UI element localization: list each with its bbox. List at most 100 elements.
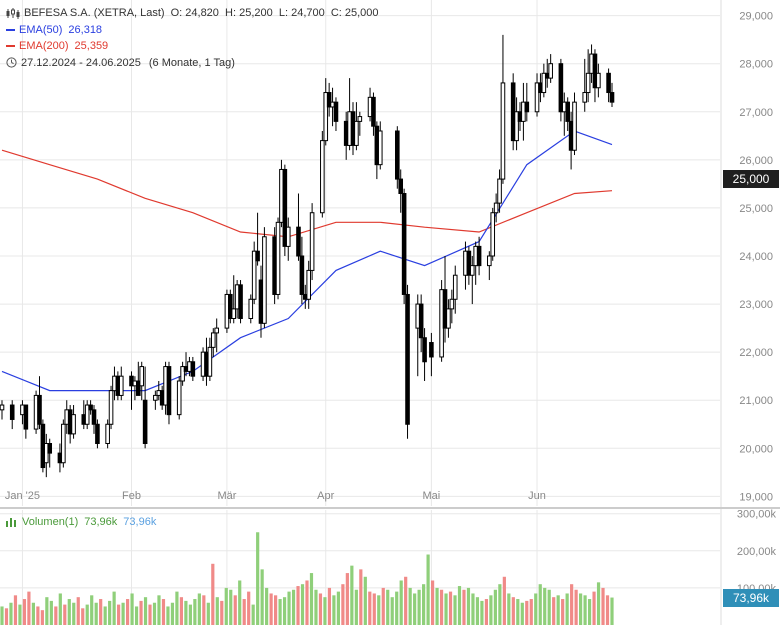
candle-body bbox=[0, 404, 5, 411]
volume-label: Volumen(1) bbox=[22, 516, 79, 528]
candle-body bbox=[323, 92, 329, 142]
volume-bar bbox=[507, 593, 511, 625]
volume-bar bbox=[511, 597, 515, 625]
candle bbox=[395, 126, 400, 189]
price-tick-label: 28,000 bbox=[739, 59, 773, 71]
candle bbox=[285, 217, 291, 261]
candle bbox=[139, 361, 145, 401]
candle bbox=[108, 385, 114, 430]
volume-bar bbox=[54, 606, 58, 625]
date-range: 27.12.2024 - 24.06.2025 bbox=[21, 56, 141, 69]
volume-bar bbox=[610, 597, 614, 625]
time-axis: Jan '25 Feb Mär Apr Mai Jun bbox=[5, 490, 546, 502]
volume-bar bbox=[435, 587, 439, 625]
candle-body bbox=[446, 308, 451, 329]
volume-bar bbox=[0, 606, 4, 625]
candle bbox=[309, 203, 315, 281]
candle-body bbox=[524, 101, 530, 113]
volume-bar bbox=[556, 595, 560, 625]
candle-body bbox=[105, 423, 110, 444]
price-tick-label: 23,000 bbox=[739, 299, 773, 311]
candle-body bbox=[142, 399, 148, 445]
price-tick-label: 19,000 bbox=[739, 491, 773, 503]
volume-bar bbox=[457, 586, 462, 625]
volume-bar bbox=[134, 606, 139, 625]
volume-bar bbox=[399, 580, 403, 625]
volume-bar bbox=[525, 600, 529, 625]
time-tick-label: Jun bbox=[528, 490, 546, 502]
candle-body bbox=[582, 92, 588, 103]
candle bbox=[582, 58, 588, 112]
candle bbox=[446, 299, 451, 338]
volume-value: 73,96k bbox=[84, 516, 118, 528]
volume-bar bbox=[188, 604, 192, 625]
volume-bar bbox=[197, 593, 201, 625]
candle bbox=[0, 400, 5, 420]
candle bbox=[422, 328, 427, 381]
volume-bar bbox=[336, 591, 340, 625]
candle-body bbox=[398, 178, 404, 194]
volume-bar bbox=[99, 599, 103, 625]
volume-bar bbox=[108, 600, 112, 625]
candle-body bbox=[180, 366, 185, 382]
volume-bar bbox=[161, 599, 166, 625]
legend-title-row: BEFESA S.A. (XETRA, Last) O: 24,820 H: 2… bbox=[6, 5, 379, 22]
candlestick-icon bbox=[6, 7, 20, 19]
volume-bar bbox=[112, 591, 116, 625]
candle bbox=[91, 405, 97, 434]
volume-bar bbox=[318, 593, 323, 625]
candle-body bbox=[255, 250, 260, 262]
volume-bar bbox=[430, 580, 435, 625]
candle-body bbox=[320, 140, 325, 214]
ema50-value: 26,318 bbox=[68, 23, 103, 36]
candle bbox=[9, 400, 15, 430]
candle bbox=[541, 63, 547, 98]
volume-bar bbox=[121, 602, 125, 625]
candle bbox=[572, 92, 577, 156]
volume-bar bbox=[256, 532, 260, 625]
volume-tick-label: 300,00k bbox=[737, 509, 777, 521]
volume-bar bbox=[323, 597, 327, 625]
volume-bar bbox=[309, 573, 314, 625]
volume-bar bbox=[561, 599, 565, 625]
volume-bar bbox=[538, 584, 542, 625]
candle bbox=[524, 82, 530, 122]
volume-bar bbox=[184, 600, 188, 625]
ema50-label: EMA(50) bbox=[19, 23, 63, 36]
candle bbox=[95, 419, 100, 449]
legend-range-row[interactable]: 27.12.2024 - 24.06.2025 (6 Monate, 1 Tag… bbox=[6, 55, 379, 72]
volume-bar bbox=[143, 597, 148, 625]
price-axis: 19,000 20,000 21,000 22,000 23,000 24,000 25,0… bbox=[739, 11, 773, 504]
price-tick-label: 26,000 bbox=[739, 155, 773, 167]
candle bbox=[176, 376, 182, 420]
volume-bars-icon bbox=[6, 518, 16, 527]
volume-bar bbox=[502, 576, 506, 625]
volume-bar bbox=[408, 587, 412, 625]
candle bbox=[84, 400, 90, 430]
legend-ema200-row[interactable]: EMA(200) 25,359 bbox=[6, 38, 379, 55]
volume-bar bbox=[534, 593, 538, 625]
volume-bar bbox=[148, 604, 152, 625]
volume-bar bbox=[413, 593, 417, 625]
volume-legend[interactable]: Volumen(1) 73,96k 73,96k bbox=[6, 516, 156, 528]
candle-body bbox=[596, 72, 601, 89]
volume-bar bbox=[206, 602, 210, 625]
candle bbox=[596, 63, 601, 98]
candle-body bbox=[299, 255, 305, 295]
candle-body bbox=[139, 366, 145, 387]
volume-bar bbox=[498, 584, 502, 625]
candle bbox=[452, 265, 458, 314]
legend-ema50-row[interactable]: EMA(50) 26,318 bbox=[6, 22, 379, 39]
volume-bar bbox=[574, 589, 578, 625]
candle-body bbox=[476, 245, 482, 267]
price-tick-label: 29,000 bbox=[739, 11, 773, 23]
volume-bar bbox=[300, 584, 305, 625]
volume-bar bbox=[94, 602, 98, 625]
candle-body bbox=[429, 342, 434, 358]
volume-bar bbox=[390, 597, 394, 625]
candle bbox=[142, 366, 148, 449]
candle bbox=[609, 82, 615, 107]
volume-bar bbox=[139, 600, 143, 625]
volume-bar bbox=[157, 595, 161, 625]
